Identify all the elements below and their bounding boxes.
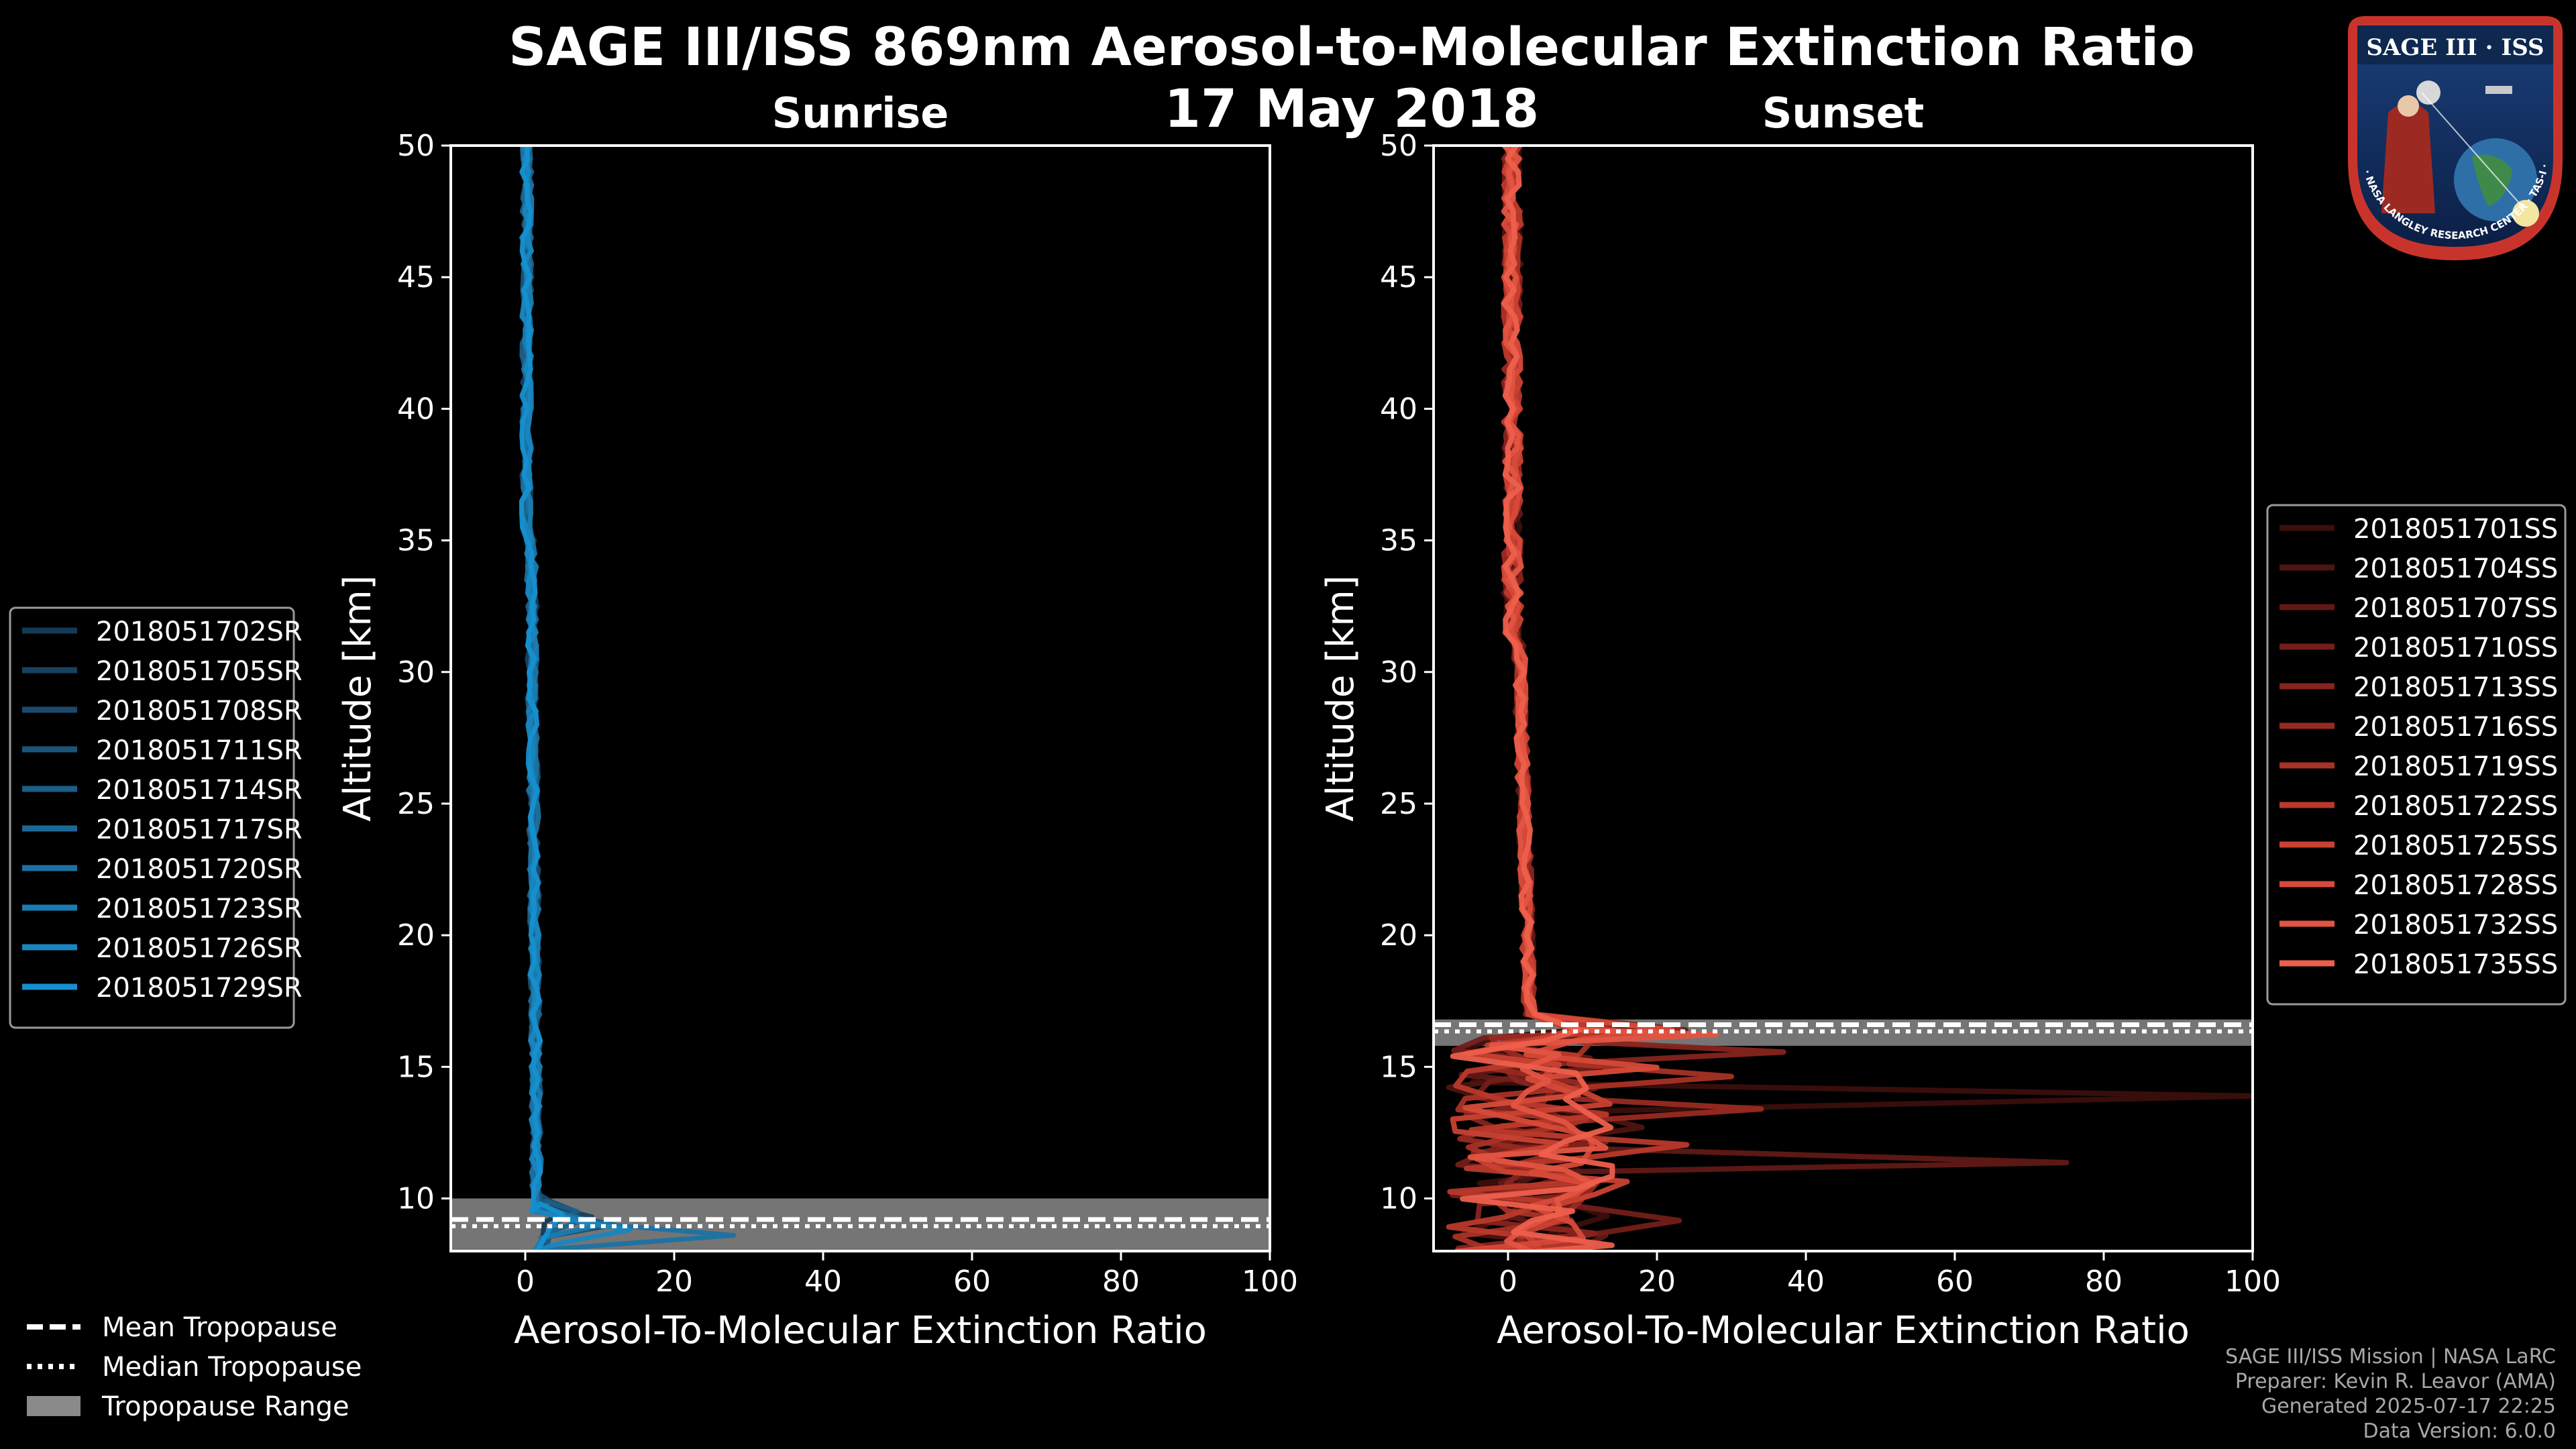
- legend-label-median: Median Tropopause: [102, 1352, 362, 1383]
- legend-label: 2018051732SS: [2353, 910, 2558, 941]
- x-tick-label: 0: [516, 1265, 535, 1299]
- x-tick-label: 100: [2224, 1265, 2281, 1299]
- x-axis-label: Aerosol-To-Molecular Extinction Ratio: [1497, 1309, 2190, 1352]
- logo-title: SAGE III · ISS: [2366, 34, 2544, 61]
- y-tick-label: 15: [1380, 1050, 1417, 1084]
- x-tick-label: 100: [1242, 1265, 1298, 1299]
- x-tick-label: 40: [804, 1265, 842, 1299]
- y-axis-label: Altitude [km]: [1319, 575, 1362, 821]
- legend-label: 2018051708SR: [96, 696, 303, 727]
- x-tick-label: 20: [655, 1265, 693, 1299]
- x-tick-label: 40: [1787, 1265, 1825, 1299]
- legend-label-range: Tropopause Range: [101, 1391, 350, 1422]
- sage-logo: SAGE III · ISS BALL · NASA LANGLEY RESEA…: [2337, 3, 2569, 264]
- legend-label: 2018051707SS: [2353, 593, 2558, 624]
- y-tick-label: 25: [397, 787, 435, 821]
- legend-label: 2018051716SS: [2353, 712, 2558, 743]
- footer-credits: SAGE III/ISS Mission | NASA LaRC Prepare…: [2225, 1344, 2556, 1444]
- legend-label: 2018051728SS: [2353, 870, 2558, 901]
- profile-lines: [519, 146, 737, 1251]
- y-tick-label: 35: [397, 524, 435, 558]
- profile-line-2018051720SR: [519, 146, 737, 1251]
- y-tick-label: 25: [1380, 787, 1417, 821]
- y-tick-label: 45: [397, 260, 435, 294]
- legend-label: 2018051710SS: [2353, 633, 2558, 663]
- legend-label: 2018051713SS: [2353, 672, 2558, 703]
- y-tick-label: 30: [1380, 655, 1417, 690]
- x-tick-label: 60: [953, 1265, 991, 1299]
- y-tick-label: 15: [397, 1050, 435, 1084]
- profile-lines: [1446, 146, 2253, 1251]
- legend-sunrise: 2018051702SR 2018051705SR 2018051708SR 2018…: [9, 606, 303, 1029]
- footer-data-version: Data Version: 6.0.0: [2363, 1419, 2556, 1443]
- legend-label: 2018051704SS: [2353, 553, 2558, 584]
- legend-label: 2018051701SS: [2353, 514, 2558, 545]
- x-tick-label: 20: [1638, 1265, 1676, 1299]
- footer-generated: Generated 2025-07-17 22:25: [2261, 1395, 2556, 1418]
- panel-title: Sunset: [1762, 89, 1925, 138]
- legend-label: 2018051726SR: [96, 933, 303, 964]
- x-tick-label: 60: [1936, 1265, 1974, 1299]
- y-tick-label: 35: [1380, 524, 1417, 558]
- figure-date: 17 May 2018: [1164, 79, 1540, 140]
- y-tick-label: 45: [1380, 260, 1417, 294]
- y-tick-label: 40: [1380, 392, 1417, 426]
- legend-label: 2018051723SR: [96, 894, 303, 924]
- legend-label: 2018051719SS: [2353, 751, 2558, 782]
- axes-frame: [1432, 144, 2254, 1252]
- legend-label: 2018051722SS: [2353, 791, 2558, 822]
- y-tick-label: 30: [397, 655, 435, 690]
- chart-panel-sunrise: 0 20 40 60 80 100 10 15 20 25 30 35 40 45 50 Aerosol-To…: [336, 89, 1298, 1352]
- legend-label: 2018051711SR: [96, 735, 303, 766]
- panel-title: Sunrise: [772, 89, 949, 138]
- legend-label: 2018051702SR: [96, 616, 303, 647]
- y-tick-label: 50: [1380, 129, 1417, 163]
- y-tick-label: 40: [397, 392, 435, 426]
- profile-line-2018051729SR: [519, 146, 565, 1251]
- legend-label: 2018051735SS: [2353, 949, 2558, 980]
- legend-frame: [2266, 504, 2567, 1006]
- legend-tropopause: Mean Tropopause Median Tropopause Tropopau…: [27, 1312, 362, 1422]
- y-tick-label: 10: [397, 1182, 435, 1216]
- x-axis-label: Aerosol-To-Molecular Extinction Ratio: [514, 1309, 1207, 1352]
- y-tick-label: 20: [1380, 918, 1417, 953]
- chart-panel-sunset: 0 20 40 60 80 100 10 15 20 25 30 35 40 45 50 Aerosol-To…: [1319, 89, 2281, 1352]
- x-tick-label: 80: [1102, 1265, 1140, 1299]
- y-axis-label: Altitude [km]: [336, 575, 380, 821]
- legend-sunset: 2018051701SS 2018051704SS 2018051707SS 2018…: [2266, 504, 2567, 1006]
- legend-label: 2018051720SR: [96, 854, 303, 885]
- legend-swatch-range: [27, 1396, 80, 1416]
- legend-frame: [9, 606, 295, 1029]
- y-tick-label: 10: [1380, 1182, 1417, 1216]
- footer-preparer: Preparer: Kevin R. Leavor (AMA): [2235, 1370, 2556, 1393]
- legend-label-mean: Mean Tropopause: [102, 1312, 337, 1343]
- y-tick-label: 50: [397, 129, 435, 163]
- figure-title: SAGE III/ISS 869nm Aerosol-to-Molecular …: [508, 17, 2195, 78]
- profile-line-2018051735SS: [1450, 146, 1615, 1251]
- y-tick-label: 20: [397, 918, 435, 953]
- legend-label: 2018051717SR: [96, 814, 303, 845]
- x-tick-label: 80: [2085, 1265, 2123, 1299]
- legend-label: 2018051714SR: [96, 775, 303, 806]
- legend-label: 2018051725SS: [2353, 830, 2558, 861]
- axes-frame: [449, 144, 1271, 1252]
- legend-label: 2018051729SR: [96, 973, 303, 1004]
- legend-label: 2018051705SR: [96, 656, 303, 687]
- footer-mission: SAGE III/ISS Mission | NASA LaRC: [2225, 1345, 2556, 1368]
- x-tick-label: 0: [1499, 1265, 1517, 1299]
